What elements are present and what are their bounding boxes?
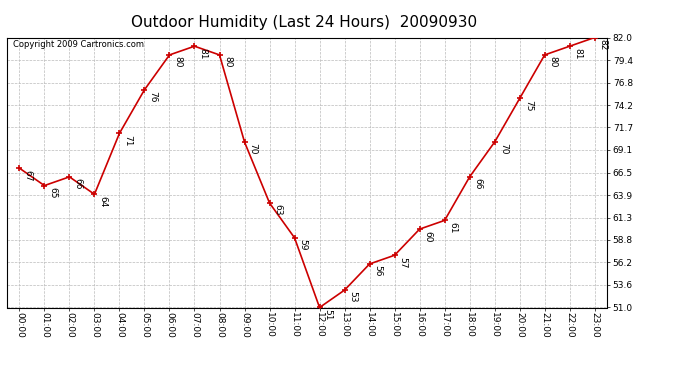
Text: 64: 64 <box>99 196 108 207</box>
Text: 81: 81 <box>199 48 208 59</box>
Text: 59: 59 <box>299 239 308 251</box>
Text: Copyright 2009 Cartronics.com: Copyright 2009 Cartronics.com <box>13 40 144 49</box>
Text: 80: 80 <box>174 56 183 68</box>
Text: 57: 57 <box>399 256 408 268</box>
Text: 60: 60 <box>424 231 433 242</box>
Text: 56: 56 <box>374 266 383 277</box>
Text: 51: 51 <box>324 309 333 320</box>
Text: 71: 71 <box>124 135 132 146</box>
Text: 67: 67 <box>23 170 32 181</box>
Text: 66: 66 <box>474 178 483 190</box>
Text: 80: 80 <box>549 56 558 68</box>
Text: 82: 82 <box>599 39 608 50</box>
Text: 66: 66 <box>74 178 83 190</box>
Text: 65: 65 <box>48 187 57 198</box>
Text: 80: 80 <box>224 56 233 68</box>
Text: 61: 61 <box>448 222 457 233</box>
Text: 53: 53 <box>348 291 357 303</box>
Text: 70: 70 <box>248 143 257 155</box>
Text: Outdoor Humidity (Last 24 Hours)  20090930: Outdoor Humidity (Last 24 Hours) 2009093… <box>130 15 477 30</box>
Text: 75: 75 <box>524 100 533 111</box>
Text: 76: 76 <box>148 91 157 103</box>
Text: 81: 81 <box>574 48 583 59</box>
Text: 63: 63 <box>274 204 283 216</box>
Text: 70: 70 <box>499 143 508 155</box>
